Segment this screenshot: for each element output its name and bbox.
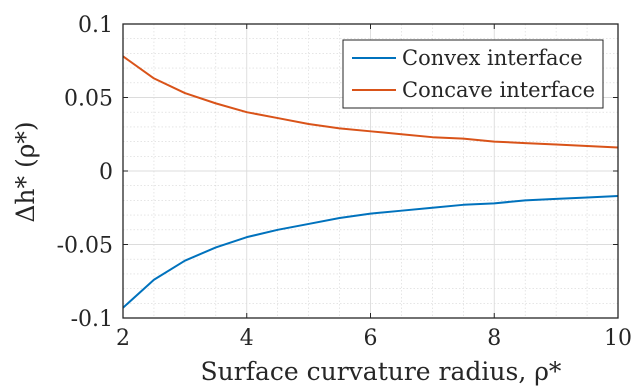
legend-label-convex: Convex interface <box>402 46 583 70</box>
legend-label-concave: Concave interface <box>402 78 595 102</box>
y-tick-label: -0.05 <box>57 234 113 259</box>
x-tick-label: 10 <box>604 326 632 351</box>
series-layer <box>122 55 619 309</box>
legend: Convex interface Concave interface <box>342 39 604 109</box>
y-tick-labels: -0.1 -0.05 0 0.05 0.1 <box>57 13 113 332</box>
y-tick-label: 0 <box>99 160 113 185</box>
x-tick-label: 4 <box>240 326 254 351</box>
axis-ticks <box>122 23 619 319</box>
y-axis-label: Δh* (ρ*) <box>11 121 40 222</box>
y-axis-label-text: Δh* (ρ*) <box>11 121 40 222</box>
series-line-convex <box>122 194 619 309</box>
x-tick-label: 2 <box>116 326 130 351</box>
x-tick-label: 6 <box>364 326 378 351</box>
x-tick-label: 8 <box>487 326 501 351</box>
x-axis-label: Surface curvature radius, ρ* <box>201 357 562 386</box>
x-tick-labels: 2 4 6 8 10 <box>116 326 632 351</box>
series-line-concave <box>122 55 619 149</box>
y-tick-label: -0.1 <box>71 307 113 332</box>
y-tick-label: 0.1 <box>78 13 113 38</box>
legend-box <box>342 39 604 109</box>
y-tick-label: 0.05 <box>64 87 113 112</box>
x-axis-label-text: Surface curvature radius, ρ* <box>201 357 562 386</box>
